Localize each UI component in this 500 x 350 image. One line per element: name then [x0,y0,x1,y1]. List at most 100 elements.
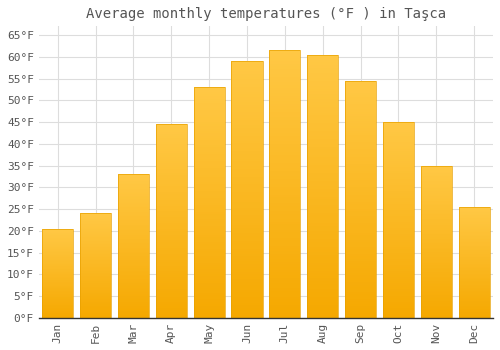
Bar [80,270,111,271]
Bar [118,246,149,247]
Bar [270,203,300,205]
Bar [156,124,187,126]
Bar [42,264,74,265]
Bar [156,238,187,240]
Bar [458,290,490,291]
Bar [118,295,149,296]
Bar [232,77,262,79]
Bar [194,136,224,138]
Bar [194,207,224,210]
Bar [421,166,452,167]
Bar [232,102,262,105]
Bar [80,221,111,222]
Bar [458,252,490,253]
Bar [194,262,224,265]
Bar [307,212,338,215]
Bar [118,243,149,245]
Bar [80,309,111,310]
Bar [118,226,149,228]
Bar [194,113,224,115]
Bar [458,282,490,284]
Bar [458,314,490,315]
Bar [156,289,187,291]
Bar [194,99,224,101]
Bar [118,253,149,255]
Bar [194,147,224,149]
Bar [270,114,300,117]
Bar [345,147,376,149]
Bar [421,304,452,306]
Bar [232,71,262,74]
Bar [345,109,376,112]
Bar [345,252,376,254]
Bar [458,245,490,246]
Bar [194,281,224,284]
Bar [307,86,338,89]
Bar [118,272,149,273]
Bar [118,184,149,186]
Bar [80,227,111,228]
Bar [458,253,490,255]
Bar [118,303,149,305]
Bar [345,119,376,121]
Bar [458,238,490,239]
Bar [270,133,300,136]
Bar [270,128,300,131]
Bar [194,300,224,302]
Bar [307,307,338,310]
Bar [345,154,376,156]
Bar [270,195,300,197]
Bar [383,251,414,253]
Bar [383,218,414,220]
Bar [156,291,187,293]
Bar [458,298,490,299]
Bar [118,315,149,316]
Bar [383,167,414,169]
Bar [307,205,338,207]
Bar [270,224,300,227]
Bar [80,311,111,312]
Bar [345,218,376,220]
Bar [232,195,262,197]
Bar [232,87,262,89]
Bar [118,288,149,289]
Bar [270,197,300,200]
Bar [383,224,414,226]
Bar [80,236,111,237]
Bar [421,312,452,313]
Bar [118,298,149,299]
Bar [232,202,262,205]
Bar [458,275,490,276]
Bar [307,81,338,84]
Bar [307,68,338,70]
Bar [421,316,452,318]
Bar [232,92,262,94]
Bar [42,315,74,316]
Bar [345,81,376,318]
Bar [345,216,376,218]
Bar [458,262,490,264]
Bar [458,223,490,224]
Bar [194,205,224,207]
Bar [80,279,111,280]
Bar [421,186,452,187]
Bar [118,258,149,259]
Bar [270,243,300,246]
Bar [345,230,376,232]
Bar [383,202,414,204]
Bar [458,268,490,269]
Bar [345,261,376,264]
Bar [232,61,262,64]
Bar [232,218,262,220]
Bar [307,239,338,241]
Bar [156,124,187,318]
Bar [421,237,452,239]
Bar [383,287,414,288]
Bar [270,160,300,163]
Bar [345,112,376,114]
Bar [345,214,376,216]
Bar [118,299,149,301]
Bar [42,249,74,250]
Bar [270,69,300,72]
Bar [270,173,300,176]
